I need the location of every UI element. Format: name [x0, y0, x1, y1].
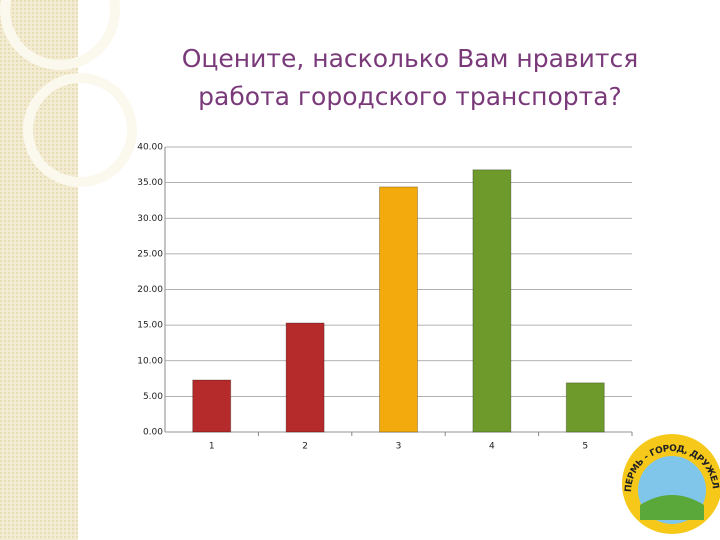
bar: [472, 169, 512, 433]
x-tick-label: 4: [489, 442, 495, 452]
side-strip: [0, 0, 78, 540]
decor-circle: [0, 0, 120, 70]
x-tick-label: 2: [302, 442, 308, 452]
y-tick-label: 20.00: [137, 285, 163, 295]
y-tick-label: 25.00: [137, 249, 163, 259]
x-tick-label: 5: [582, 442, 588, 452]
y-tick-label: 30.00: [137, 214, 163, 224]
logo-ground: [640, 495, 704, 520]
y-tick-label: 5.00: [143, 392, 163, 402]
chart-title: Оцените, насколько Вам нравится работа г…: [181, 44, 639, 111]
bar: [379, 186, 418, 433]
bar: [565, 382, 605, 433]
y-tick-label: 15.00: [137, 321, 163, 331]
x-tick-label: 1: [209, 442, 215, 452]
x-tick-label: 3: [396, 442, 402, 452]
y-tick-label: 0.00: [143, 428, 163, 438]
y-tick-label: 35.00: [137, 178, 163, 188]
y-tick-label: 40.00: [137, 143, 163, 153]
y-tick-label: 10.00: [137, 356, 163, 366]
bar: [285, 322, 325, 433]
bar: [192, 379, 232, 433]
decor-circle: [23, 73, 137, 187]
